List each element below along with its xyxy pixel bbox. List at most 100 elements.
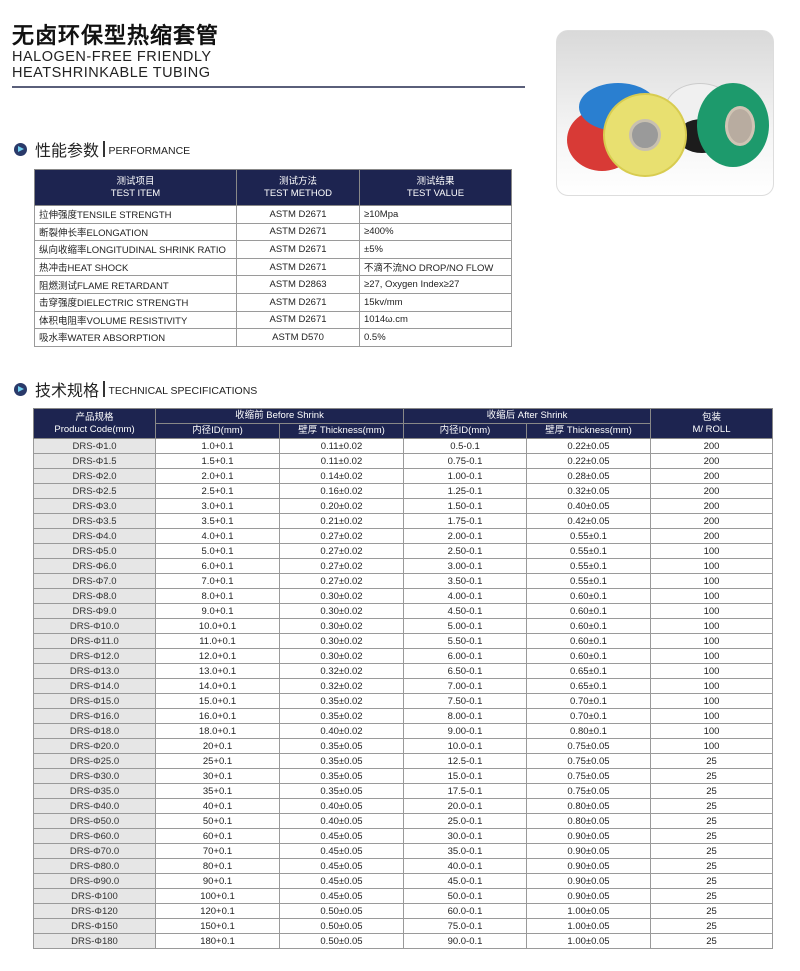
header-cn: 测试结果 <box>416 175 455 187</box>
meters-per-roll: 100 <box>650 603 773 619</box>
after-thickness: 0.60±0.1 <box>526 588 651 604</box>
spec-row: DRS-Φ13.0 13.0+0.1 0.32±0.02 6.50-0.1 0.65±0… <box>33 663 773 679</box>
before-id: 70+0.1 <box>155 843 280 859</box>
before-thickness: 0.11±0.02 <box>279 438 404 454</box>
header-cn: 测试方法 <box>278 175 317 187</box>
test-item: 体积电阻率VOLUME RESISTIVITY <box>34 310 237 330</box>
before-thickness: 0.35±0.02 <box>279 708 404 724</box>
before-id: 9.0+0.1 <box>155 603 280 619</box>
performance-row: 阻燃测试FLAME RETARDANT ASTM D2863 ≥27, Oxygen… <box>34 275 512 294</box>
spec-row: DRS-Φ2.5 2.5+0.1 0.16±0.02 1.25-0.1 0.32±0.0… <box>33 483 773 499</box>
meters-per-roll: 25 <box>650 933 773 949</box>
before-thickness: 0.30±0.02 <box>279 618 404 634</box>
before-thickness: 0.21±0.02 <box>279 513 404 529</box>
after-id: 15.0-0.1 <box>403 768 527 784</box>
specs-heading: 技术规格 TECHNICAL SPECIFICATIONS <box>14 377 257 401</box>
before-id: 16.0+0.1 <box>155 708 280 724</box>
product-code: DRS-Φ1.5 <box>33 453 156 469</box>
after-thickness: 0.55±0.1 <box>526 543 651 559</box>
product-code: DRS-Φ25.0 <box>33 753 156 769</box>
before-thickness: 0.27±0.02 <box>279 573 404 589</box>
before-thickness: 0.40±0.02 <box>279 723 404 739</box>
product-code: DRS-Φ1.0 <box>33 438 156 454</box>
meters-per-roll: 100 <box>650 723 773 739</box>
meters-per-roll: 25 <box>650 768 773 784</box>
header-test-value: 测试结果 TEST VALUE <box>359 169 512 206</box>
spec-row: DRS-Φ18.0 18.0+0.1 0.40±0.02 9.00-0.1 0.80±0… <box>33 723 773 739</box>
spec-row: DRS-Φ2.0 2.0+0.1 0.14±0.02 1.00-0.1 0.28±0.0… <box>33 468 773 484</box>
header-en: TEST ITEM <box>110 187 161 199</box>
before-thickness: 0.30±0.02 <box>279 603 404 619</box>
before-thickness: 0.45±0.05 <box>279 888 404 904</box>
spec-row: DRS-Φ15.0 15.0+0.1 0.35±0.02 7.50-0.1 0.70±0… <box>33 693 773 709</box>
before-id: 90+0.1 <box>155 873 280 889</box>
meters-per-roll: 100 <box>650 588 773 604</box>
after-id: 1.25-0.1 <box>403 483 527 499</box>
before-id: 35+0.1 <box>155 783 280 799</box>
before-id: 13.0+0.1 <box>155 663 280 679</box>
before-id: 14.0+0.1 <box>155 678 280 694</box>
spec-row: DRS-Φ25.0 25+0.1 0.35±0.05 12.5-0.1 0.75±0.0… <box>33 753 773 769</box>
spec-row: DRS-Φ9.0 9.0+0.1 0.30±0.02 4.50-0.1 0.60±0.1… <box>33 603 773 619</box>
before-thickness: 0.11±0.02 <box>279 453 404 469</box>
meters-per-roll: 25 <box>650 828 773 844</box>
test-item: 拉伸强度TENSILE STRENGTH <box>34 205 237 224</box>
after-id: 4.00-0.1 <box>403 588 527 604</box>
test-method: ASTM D2671 <box>236 292 360 312</box>
meters-per-roll: 100 <box>650 573 773 589</box>
after-thickness: 0.75±0.05 <box>526 783 651 799</box>
performance-row: 拉伸强度TENSILE STRENGTH ASTM D2671 ≥10Mpa <box>34 205 512 224</box>
test-value: ≥400% <box>359 222 512 242</box>
title-en-line1: HALOGEN-FREE FRIENDLY <box>12 49 212 65</box>
after-id: 35.0-0.1 <box>403 843 527 859</box>
spec-row: DRS-Φ1.5 1.5+0.1 0.11±0.02 0.75-0.1 0.22±0.0… <box>33 453 773 469</box>
product-code: DRS-Φ14.0 <box>33 678 156 694</box>
before-id: 40+0.1 <box>155 798 280 814</box>
spec-header-row-2: 内径ID(mm) 壁厚 Thickness(mm) 内径ID(mm) 壁厚 Th… <box>34 423 773 439</box>
meters-per-roll: 100 <box>650 648 773 664</box>
header-product-code: 产品规格 Product Code(mm) <box>33 408 156 439</box>
after-id: 2.50-0.1 <box>403 543 527 559</box>
header-en: M/ ROLL <box>692 423 731 435</box>
header-en: TEST VALUE <box>406 187 465 199</box>
test-value: 1014ω.cm <box>359 310 512 330</box>
meters-per-roll: 200 <box>650 528 773 544</box>
header-test-item: 测试项目 TEST ITEM <box>34 169 237 206</box>
after-id: 8.00-0.1 <box>403 708 527 724</box>
meters-per-roll: 25 <box>650 798 773 814</box>
title-en-line2: HEATSHRINKABLE TUBING <box>12 65 211 81</box>
product-code: DRS-Φ80.0 <box>33 858 156 874</box>
after-thickness: 0.55±0.1 <box>526 558 651 574</box>
test-method: ASTM D2671 <box>236 222 360 242</box>
after-thickness: 0.90±0.05 <box>526 858 651 874</box>
after-thickness: 0.55±0.1 <box>526 573 651 589</box>
before-id: 30+0.1 <box>155 768 280 784</box>
before-thickness: 0.45±0.05 <box>279 843 404 859</box>
test-item: 阻燃测试FLAME RETARDANT <box>34 275 237 294</box>
before-id: 60+0.1 <box>155 828 280 844</box>
after-id: 45.0-0.1 <box>403 873 527 889</box>
product-code: DRS-Φ16.0 <box>33 708 156 724</box>
meters-per-roll: 100 <box>650 678 773 694</box>
spec-row: DRS-Φ8.0 8.0+0.1 0.30±0.02 4.00-0.1 0.60±0.1… <box>33 588 773 604</box>
spec-row: DRS-Φ60.0 60+0.1 0.45±0.05 30.0-0.1 0.90±0.0… <box>33 828 773 844</box>
spec-row: DRS-Φ30.0 30+0.1 0.35±0.05 15.0-0.1 0.75±0.0… <box>33 768 773 784</box>
after-id: 1.50-0.1 <box>403 498 527 514</box>
header-en: Product Code(mm) <box>54 423 135 435</box>
meters-per-roll: 25 <box>650 813 773 829</box>
spec-row: DRS-Φ3.0 3.0+0.1 0.20±0.02 1.50-0.1 0.40±0.0… <box>33 498 773 514</box>
header-cn: 包装 <box>701 411 721 423</box>
product-code: DRS-Φ11.0 <box>33 633 156 649</box>
product-code: DRS-Φ180 <box>33 933 156 949</box>
before-thickness: 0.40±0.05 <box>279 798 404 814</box>
product-code: DRS-Φ30.0 <box>33 768 156 784</box>
after-id: 10.0-0.1 <box>403 738 527 754</box>
after-id: 1.75-0.1 <box>403 513 527 529</box>
test-method: ASTM D2671 <box>236 310 360 330</box>
after-thickness: 1.00±0.05 <box>526 903 651 919</box>
heading-separator <box>103 381 105 397</box>
before-id: 1.5+0.1 <box>155 453 280 469</box>
after-thickness: 0.60±0.1 <box>526 648 651 664</box>
meters-per-roll: 100 <box>650 618 773 634</box>
before-thickness: 0.45±0.05 <box>279 873 404 889</box>
